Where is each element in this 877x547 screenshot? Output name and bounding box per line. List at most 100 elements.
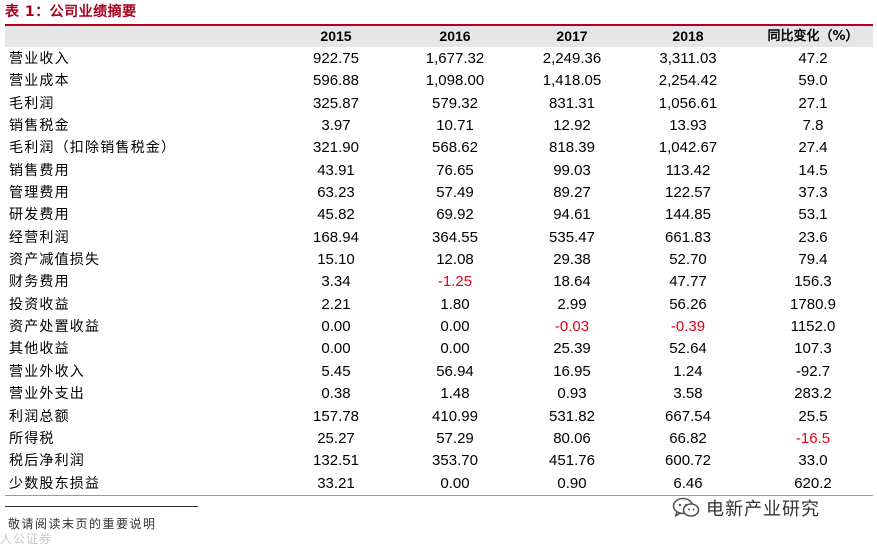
table-cell: 596.88 [313,72,359,90]
table-cell: 325.87 [313,94,359,112]
header-2018: 2018 [672,28,704,44]
wechat-watermark: 电新产业研究 [672,496,820,520]
table-row: 税后净利润 132.51 353.70 451.76 600.72 33.0 [5,450,873,472]
table-cell: 57.29 [436,429,474,447]
table-cell: 283.2 [794,385,832,403]
table-cell: 53.1 [798,206,828,224]
table-cell: 144.85 [665,206,711,224]
table-row: 营业成本 596.88 1,098.00 1,418.05 2,254.42 59.0 [5,70,873,92]
table-cell: 156.3 [794,273,832,291]
table-row: 其他收益 0.00 0.00 25.39 52.64 107.3 [5,338,873,360]
table-cell: 18.64 [553,273,591,291]
table-cell: 1.24 [673,362,703,380]
table-cell: 600.72 [665,452,711,470]
row-label: 管理费用 [9,185,70,202]
table-cell: 1,098.00 [425,72,485,90]
table-cell: 94.61 [553,206,591,224]
table-cell: 33.0 [798,452,828,470]
table-title: 表 1：公司业绩摘要 [5,4,137,20]
table-cell: 3,311.03 [659,50,717,67]
table-cell: 321.90 [313,139,359,157]
table-cell: 1,042.67 [658,139,718,157]
row-label: 销售税金 [9,118,70,135]
row-label: 经营利润 [9,229,70,246]
table-cell: 79.4 [798,251,828,269]
table-cell: 25.5 [798,407,828,425]
faint-logo-text: 人公证券 [0,532,53,546]
table-cell: 66.82 [669,429,707,447]
table-cell: 25.27 [317,429,355,447]
table-cell: 6.46 [673,474,703,492]
row-label: 其他收益 [9,341,70,358]
table-row: 财务费用 3.34 -1.25 18.64 47.77 156.3 [5,271,873,293]
table-cell: 15.10 [317,251,355,269]
row-label: 投资收益 [9,296,70,313]
table-row: 研发费用 45.82 69.92 94.61 144.85 53.1 [5,204,873,226]
row-label: 利润总额 [9,408,70,425]
watermark-text: 电新产业研究 [706,499,820,520]
table-cell: -92.7 [795,362,831,380]
header-2015: 2015 [320,28,352,44]
table-cell: 0.00 [440,318,470,336]
table-cell: 25.39 [553,340,591,358]
table-cell: 1.80 [440,295,470,313]
table-cell: 99.03 [553,161,591,179]
table-cell: 16.95 [553,362,591,380]
table-cell: 1,677.32 [425,50,485,67]
table-cell: 661.83 [665,228,711,246]
table-cell: 410.99 [432,407,478,425]
table-row: 营业收入 922.75 1,677.32 2,249.36 3,311.03 47.2 [5,48,873,70]
table-cell: 667.54 [665,407,711,425]
table-cell: 1152.0 [790,318,836,336]
table-cell: 818.39 [549,139,595,157]
table-row: 管理费用 63.23 57.49 89.27 122.57 37.3 [5,182,873,204]
table-cell: 27.1 [798,94,828,112]
table-cell: 27.4 [798,139,828,157]
row-label: 少数股东损益 [9,475,101,492]
table-cell: 56.94 [436,362,474,380]
disclaimer-note: 敬请阅读末页的重要说明 [8,517,157,531]
table-cell: 922.75 [313,50,359,67]
table-cell: 0.00 [440,474,470,492]
table-cell: -0.03 [554,318,590,336]
row-label: 研发费用 [9,207,70,224]
table-cell: 1780.9 [790,295,836,313]
row-label: 资产减值损失 [9,252,101,269]
table-cell: 0.93 [557,385,587,403]
table-cell: 3.34 [321,273,351,291]
table-row: 营业外收入 5.45 56.94 16.95 1.24 -92.7 [5,361,873,383]
table-cell: 56.26 [669,295,707,313]
table-cell: 535.47 [549,228,595,246]
row-label: 资产处置收益 [9,319,101,336]
header-2016: 2016 [439,28,471,44]
table-cell: 43.91 [317,161,355,179]
table-cell: 23.6 [798,228,828,246]
table-cell: 2.21 [321,295,351,313]
table-cell: 1,056.61 [658,94,718,112]
table-cell: 14.5 [798,161,828,179]
table-row: 营业外支出 0.38 1.48 0.93 3.58 283.2 [5,383,873,405]
table-cell: 37.3 [798,184,828,202]
row-label: 税后净利润 [9,453,85,470]
row-label: 营业外收入 [9,363,85,380]
table-cell: 89.27 [553,184,591,202]
table-row: 利润总额 157.78 410.99 531.82 667.54 25.5 [5,406,873,428]
table-cell: 579.32 [432,94,478,112]
table-cell: 0.38 [321,385,351,403]
table-row: 所得税 25.27 57.29 80.06 66.82 -16.5 [5,428,873,450]
table-cell: 69.92 [436,206,474,224]
table-cell: 132.51 [313,452,359,470]
wechat-icon [672,497,700,517]
table-row: 资产处置收益 0.00 0.00 -0.03 -0.39 1152.0 [5,316,873,338]
table-cell: 0.00 [321,318,351,336]
table-row: 毛利润 325.87 579.32 831.31 1,056.61 27.1 [5,93,873,115]
table-cell: 13.93 [669,117,707,135]
table-row: 投资收益 2.21 1.80 2.99 56.26 1780.9 [5,294,873,316]
row-label: 销售费用 [9,162,70,179]
table-cell: 52.70 [669,251,707,269]
table-cell: 0.00 [321,340,351,358]
table-cell: 831.31 [549,94,595,112]
table-cell: 52.64 [669,340,707,358]
title-divider [5,24,873,26]
table-cell: -16.5 [795,429,831,447]
